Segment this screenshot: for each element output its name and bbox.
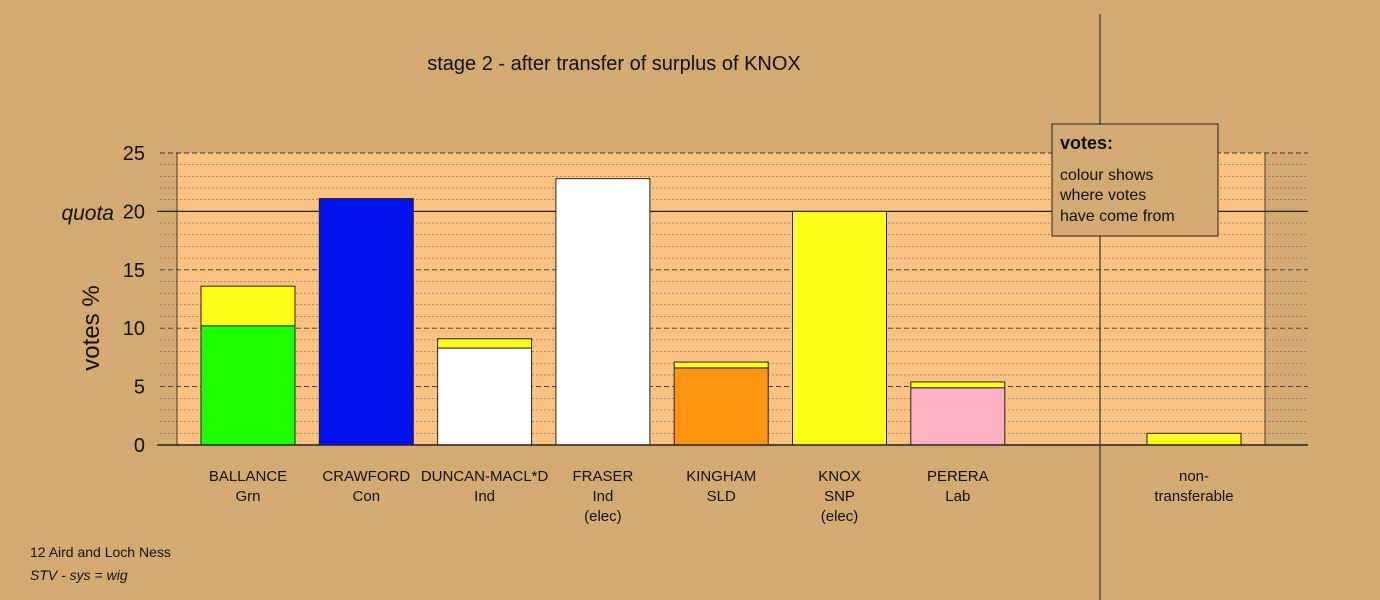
- candidate-party-label: SLD: [707, 488, 736, 505]
- y-tick-labels: 0 5 10 15 20 25: [123, 143, 145, 457]
- y-tick-label: 25: [123, 143, 145, 165]
- bar-crawford-segment-con: [318, 198, 414, 446]
- bar-ballance-segment-grn: [200, 325, 296, 446]
- y-tick-label: 15: [123, 260, 145, 282]
- bar-fraser-segment-ind: [555, 178, 651, 446]
- bar-kingham-segment-sld: [673, 367, 769, 446]
- bar-knox-segment-snp: [792, 210, 887, 446]
- legend-line: where votes: [1059, 187, 1146, 204]
- candidate-name-label: KINGHAM: [686, 468, 756, 485]
- y-tick-label: 10: [123, 318, 145, 340]
- bar-kingham-segment-snp: [673, 361, 769, 369]
- nontransferable-label: non-: [1179, 468, 1209, 485]
- bar-nontransferable-segment-snp: [1146, 432, 1242, 446]
- bar-perera-segment-snp: [910, 381, 1006, 389]
- y-tick-label: 5: [134, 377, 145, 399]
- candidate-party-label: Grn: [235, 488, 260, 505]
- chart-title: stage 2 - after transfer of surplus of K…: [427, 53, 801, 75]
- bar-perera-segment-lab: [910, 387, 1006, 446]
- x-tick-labels: BALLANCE Grn CRAWFORD Con DUNCAN-MACL*D Ind FR…: [209, 468, 1234, 525]
- candidate-party-label: Lab: [945, 488, 970, 505]
- candidate-status-label: (elec): [821, 508, 859, 525]
- system-label: STV - sys = wig: [30, 567, 128, 583]
- bar-duncan-macl-d-segment-ind: [437, 347, 533, 446]
- candidate-status-label: (elec): [584, 508, 622, 525]
- candidate-name-label: DUNCAN-MACL*D: [421, 468, 549, 485]
- quota-label: quota: [61, 202, 114, 225]
- legend-line: have come from: [1060, 208, 1175, 225]
- candidate-name-label: PERERA: [927, 468, 989, 485]
- candidate-name-label: BALLANCE: [209, 468, 287, 485]
- legend-box: [1051, 123, 1219, 237]
- candidate-party-label: Con: [353, 488, 381, 505]
- candidate-party-label: Ind: [592, 488, 613, 505]
- y-tick-label: 20: [123, 201, 145, 223]
- candidate-name-label: KNOX: [818, 468, 861, 485]
- bar-duncan-macl-d-segment-snp: [437, 338, 533, 349]
- candidate-party-label: Ind: [474, 488, 495, 505]
- candidate-name-label: FRASER: [572, 468, 633, 485]
- candidate-name-label: CRAWFORD: [322, 468, 410, 485]
- legend-title: votes:: [1060, 133, 1113, 153]
- y-axis-label: votes %: [78, 285, 105, 370]
- bar-ballance-segment-snp: [200, 285, 296, 327]
- constituency-label: 12 Aird and Loch Ness: [30, 544, 171, 560]
- legend-line: colour shows: [1060, 167, 1153, 184]
- legend: votes: colour shows where votes have com…: [1051, 123, 1219, 237]
- candidate-party-label: SNP: [824, 488, 855, 505]
- y-tick-label: 0: [134, 435, 145, 457]
- nontransferable-label: transferable: [1154, 488, 1233, 505]
- axes: [157, 14, 1308, 600]
